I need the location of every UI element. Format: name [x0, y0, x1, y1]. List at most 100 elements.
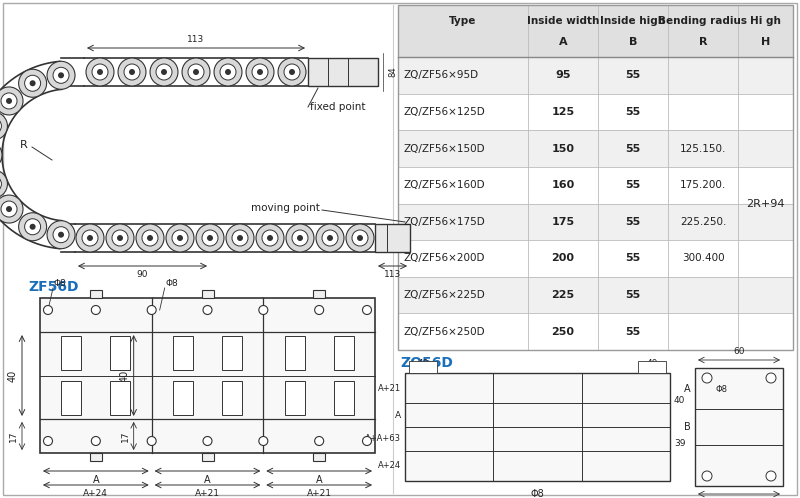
Text: 160: 160 [551, 180, 574, 190]
Circle shape [18, 69, 46, 97]
Circle shape [267, 235, 273, 241]
Circle shape [0, 176, 2, 192]
Text: 250: 250 [551, 327, 574, 337]
Text: 55: 55 [626, 143, 641, 153]
Text: H: H [761, 37, 770, 47]
Text: 90: 90 [136, 270, 148, 279]
Circle shape [314, 437, 324, 446]
Text: ZQ/ZF56×225D: ZQ/ZF56×225D [404, 290, 486, 300]
Circle shape [30, 80, 36, 86]
Circle shape [58, 232, 64, 238]
Circle shape [182, 58, 210, 86]
Circle shape [147, 235, 153, 241]
Circle shape [314, 305, 324, 315]
Circle shape [0, 87, 23, 115]
Bar [285, 381, 305, 415]
Text: 84: 84 [388, 67, 397, 77]
Text: Φ8: Φ8 [715, 385, 727, 394]
Circle shape [47, 221, 75, 249]
Circle shape [87, 235, 93, 241]
Bar [202, 290, 214, 298]
Text: R: R [20, 140, 28, 150]
Text: Inside width: Inside width [527, 15, 599, 25]
Text: 113: 113 [384, 270, 401, 279]
Circle shape [289, 69, 295, 75]
Text: 40: 40 [418, 359, 429, 368]
Text: ZQ/ZF56×150D: ZQ/ZF56×150D [404, 143, 486, 153]
Circle shape [286, 224, 314, 252]
Circle shape [156, 64, 172, 80]
Text: Φ8: Φ8 [530, 489, 544, 498]
Text: 55: 55 [626, 253, 641, 263]
Circle shape [53, 227, 69, 243]
Bar [398, 167, 793, 204]
Text: A: A [558, 37, 567, 47]
Circle shape [6, 206, 12, 212]
Bar [285, 336, 305, 370]
Text: A: A [93, 475, 99, 485]
Text: 17: 17 [121, 430, 130, 442]
Bar [110, 381, 130, 415]
Circle shape [284, 64, 300, 80]
Circle shape [18, 213, 46, 241]
Bar [62, 336, 82, 370]
Text: A+21: A+21 [378, 383, 401, 392]
Circle shape [30, 224, 36, 230]
Text: 113: 113 [187, 35, 205, 44]
Circle shape [259, 305, 268, 315]
Text: 55: 55 [626, 217, 641, 227]
Circle shape [58, 72, 64, 78]
Circle shape [0, 112, 7, 140]
Text: 200: 200 [551, 253, 574, 263]
Bar [202, 453, 214, 461]
Text: 2R+94: 2R+94 [746, 199, 785, 209]
Bar [375, 224, 410, 252]
Text: 175: 175 [551, 217, 574, 227]
Bar [398, 130, 793, 167]
Circle shape [226, 224, 254, 252]
Text: moving point: moving point [251, 203, 320, 213]
Text: Φ8: Φ8 [166, 279, 178, 288]
Circle shape [92, 64, 108, 80]
Circle shape [86, 58, 114, 86]
Circle shape [1, 201, 17, 217]
Text: 225.250.: 225.250. [680, 217, 726, 227]
Circle shape [292, 230, 308, 246]
Text: ZQ56D: ZQ56D [400, 356, 453, 370]
Text: ZQ/ZF56×250D: ZQ/ZF56×250D [404, 327, 486, 337]
Text: ZQ/ZF56×200D: ZQ/ZF56×200D [404, 253, 486, 263]
Circle shape [25, 219, 41, 235]
Text: 34: 34 [316, 68, 326, 77]
Bar [90, 453, 102, 461]
Bar [398, 5, 793, 350]
Circle shape [766, 373, 776, 383]
Circle shape [150, 58, 178, 86]
Bar [90, 290, 102, 298]
Text: 95: 95 [555, 70, 570, 80]
Circle shape [142, 230, 158, 246]
Circle shape [91, 305, 100, 315]
Circle shape [327, 235, 333, 241]
Circle shape [702, 471, 712, 481]
Text: 60: 60 [734, 347, 745, 356]
Circle shape [278, 58, 306, 86]
Bar [638, 361, 666, 373]
Circle shape [118, 58, 146, 86]
Text: B: B [629, 37, 637, 47]
Bar [405, 373, 670, 481]
Circle shape [25, 75, 41, 91]
Circle shape [196, 224, 224, 252]
Bar [308, 58, 378, 86]
Bar [398, 5, 793, 57]
Text: 55: 55 [626, 180, 641, 190]
Circle shape [112, 230, 128, 246]
Text: R: R [698, 37, 707, 47]
Text: fixed point: fixed point [310, 102, 366, 112]
Bar [398, 57, 793, 94]
Text: Bending radius: Bending radius [658, 15, 747, 25]
Circle shape [1, 93, 17, 109]
Circle shape [362, 437, 371, 446]
Text: 40: 40 [646, 359, 658, 368]
Text: 40: 40 [674, 395, 686, 404]
Bar [398, 313, 793, 350]
